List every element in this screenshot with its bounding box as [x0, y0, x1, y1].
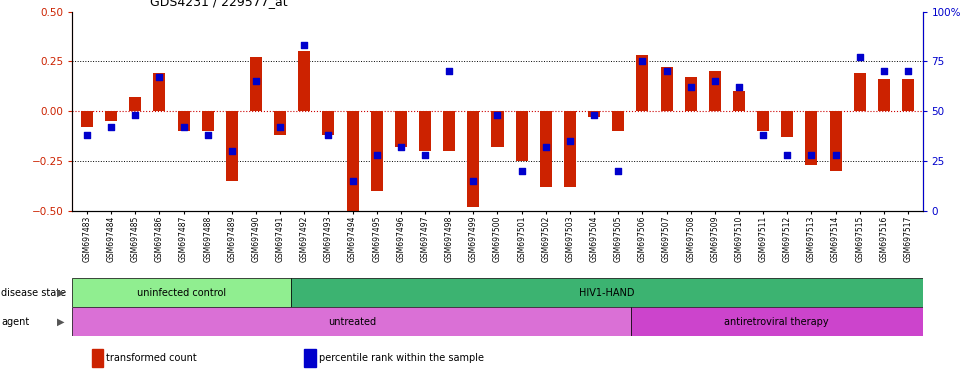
Point [272, 124, 288, 131]
Bar [781, 111, 793, 137]
Point [417, 152, 433, 158]
Point [152, 74, 167, 81]
Bar [178, 111, 189, 131]
Point [876, 68, 892, 74]
Bar [291, 278, 923, 307]
Text: disease state: disease state [1, 288, 66, 298]
Point [731, 84, 747, 91]
Bar [154, 73, 165, 111]
Bar [72, 307, 631, 336]
Text: antiretroviral therapy: antiretroviral therapy [724, 316, 829, 327]
Point [321, 132, 336, 138]
Point [562, 138, 578, 144]
Bar [830, 111, 841, 171]
Bar [854, 73, 866, 111]
Text: GDS4231 / 229577_at: GDS4231 / 229577_at [150, 0, 287, 8]
Text: uninfected control: uninfected control [137, 288, 226, 298]
Bar [129, 98, 141, 111]
Bar [371, 111, 383, 191]
Bar [516, 111, 527, 161]
Point [804, 152, 819, 158]
Bar [202, 111, 213, 131]
Bar [540, 111, 552, 187]
Point [707, 78, 723, 84]
Point [297, 42, 312, 48]
Bar [419, 111, 431, 151]
Point [490, 112, 505, 118]
Point [79, 132, 95, 138]
Text: percentile rank within the sample: percentile rank within the sample [319, 353, 484, 363]
Point [466, 178, 481, 184]
Bar [806, 111, 817, 165]
Bar [661, 68, 672, 111]
Bar [637, 55, 648, 111]
Point [441, 68, 457, 74]
Point [514, 168, 529, 174]
Bar [274, 111, 286, 135]
Bar [72, 278, 291, 307]
Bar [323, 111, 334, 135]
Bar [631, 307, 923, 336]
Point [659, 68, 674, 74]
Bar [878, 79, 890, 111]
Point [345, 178, 360, 184]
Bar [685, 78, 696, 111]
Text: ▶: ▶ [57, 288, 65, 298]
Bar [902, 79, 914, 111]
Bar [757, 111, 769, 131]
Point [828, 152, 843, 158]
Point [755, 132, 771, 138]
Text: ▶: ▶ [57, 316, 65, 327]
Bar [250, 58, 262, 111]
Bar [612, 111, 624, 131]
Bar [395, 111, 407, 147]
Point [248, 78, 264, 84]
Bar [298, 51, 310, 111]
Text: transformed count: transformed count [106, 353, 197, 363]
Point [103, 124, 119, 131]
Point [200, 132, 215, 138]
Point [852, 55, 867, 61]
Point [128, 112, 143, 118]
Text: untreated: untreated [327, 316, 376, 327]
Point [176, 124, 191, 131]
Bar [226, 111, 238, 181]
Point [900, 68, 916, 74]
Bar [443, 111, 455, 151]
Text: agent: agent [1, 316, 29, 327]
Point [635, 58, 650, 65]
Point [586, 112, 602, 118]
Point [780, 152, 795, 158]
Bar [709, 71, 721, 111]
Point [393, 144, 409, 151]
Point [683, 84, 698, 91]
Bar [733, 91, 745, 111]
Bar [492, 111, 503, 147]
Point [611, 168, 626, 174]
Bar [588, 111, 600, 118]
Point [369, 152, 384, 158]
Text: HIV1-HAND: HIV1-HAND [579, 288, 635, 298]
Point [538, 144, 554, 151]
Bar [564, 111, 576, 187]
Bar [105, 111, 117, 121]
Point [224, 148, 240, 154]
Bar [81, 111, 93, 127]
Bar [468, 111, 479, 207]
Bar [347, 111, 358, 211]
